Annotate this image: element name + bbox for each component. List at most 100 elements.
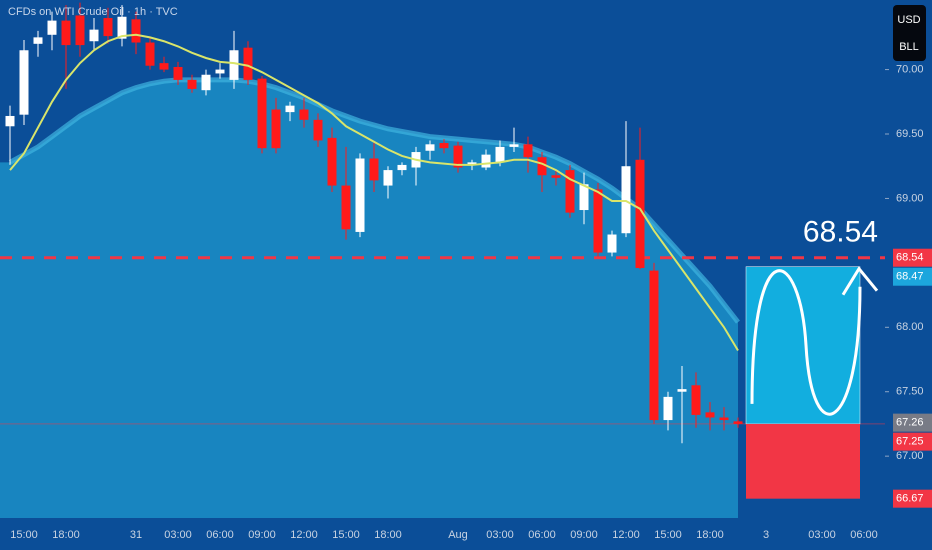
candle-body bbox=[215, 69, 225, 74]
price-label: 68.47 bbox=[896, 271, 924, 283]
x-tick-label: 12:00 bbox=[290, 529, 318, 541]
x-tick-label: 03:00 bbox=[486, 529, 514, 541]
candle-body bbox=[257, 78, 267, 149]
candle-body bbox=[47, 20, 57, 35]
candle-body bbox=[481, 154, 491, 168]
candle-body bbox=[663, 396, 673, 421]
x-tick-label: 31 bbox=[130, 529, 142, 541]
currency-box[interactable] bbox=[893, 5, 926, 61]
candle-body bbox=[103, 18, 113, 37]
y-tick-label: 68.00 bbox=[896, 321, 924, 333]
loss-zone bbox=[746, 423, 860, 499]
y-tick-label: 67.00 bbox=[896, 450, 924, 462]
band-line bbox=[8, 77, 740, 324]
y-tick-label: 69.50 bbox=[896, 128, 924, 140]
currency-label: BLL bbox=[899, 41, 919, 53]
chart-title: CFDs on WTI Crude Oil · 1h · TVC bbox=[8, 6, 178, 18]
price-label: 67.26 bbox=[896, 417, 924, 429]
x-tick-label: 15:00 bbox=[10, 529, 38, 541]
price-label: 68.54 bbox=[896, 252, 924, 264]
candle-body bbox=[467, 162, 477, 165]
candle-body bbox=[173, 67, 183, 80]
candle-body bbox=[89, 29, 99, 42]
x-tick-label: 18:00 bbox=[374, 529, 402, 541]
candle-body bbox=[677, 389, 687, 392]
candle-body bbox=[425, 144, 435, 151]
price-label-box bbox=[893, 432, 932, 451]
candle-body bbox=[453, 145, 463, 168]
x-tick-label: 09:00 bbox=[570, 529, 598, 541]
y-tick-label: 69.00 bbox=[896, 192, 924, 204]
x-tick-label: 15:00 bbox=[332, 529, 360, 541]
candle-body bbox=[551, 175, 561, 178]
candle-body bbox=[355, 158, 365, 232]
alert-annotation: 68.54 bbox=[803, 216, 878, 249]
candle-body bbox=[285, 105, 295, 113]
price-label-box bbox=[893, 267, 932, 286]
candle-body bbox=[75, 15, 85, 46]
price-label-box bbox=[893, 248, 932, 267]
price-label: 67.25 bbox=[896, 436, 924, 448]
x-tick-label: 03:00 bbox=[164, 529, 192, 541]
candle-body bbox=[649, 270, 659, 421]
price-label: 66.67 bbox=[896, 493, 924, 505]
candle-body bbox=[593, 189, 603, 253]
candle-body bbox=[131, 19, 141, 43]
candle-body bbox=[299, 109, 309, 120]
price-label-box bbox=[893, 489, 932, 508]
candle-body bbox=[607, 234, 617, 253]
x-tick-label: 06:00 bbox=[206, 529, 234, 541]
x-tick-label: 09:00 bbox=[248, 529, 276, 541]
x-tick-label: 12:00 bbox=[612, 529, 640, 541]
candle-body bbox=[243, 47, 253, 80]
candle-body bbox=[187, 79, 197, 89]
candle-body bbox=[621, 166, 631, 234]
candle-body bbox=[201, 74, 211, 91]
candle-body bbox=[19, 50, 29, 115]
candle-body bbox=[145, 42, 155, 66]
candle-body bbox=[33, 37, 43, 44]
candle-body bbox=[439, 143, 449, 149]
y-tick-label: 67.50 bbox=[896, 386, 924, 398]
candle-body bbox=[397, 164, 407, 171]
candle-body bbox=[705, 412, 715, 418]
candle-body bbox=[733, 421, 743, 424]
candle-body bbox=[495, 146, 505, 163]
candle-body bbox=[523, 144, 533, 158]
candle-body bbox=[691, 385, 701, 415]
candle-body bbox=[579, 184, 589, 211]
x-tick-label: 18:00 bbox=[696, 529, 724, 541]
candle-body bbox=[313, 119, 323, 141]
candle-body bbox=[383, 170, 393, 186]
candle-body bbox=[117, 16, 127, 39]
candle-body bbox=[509, 144, 519, 147]
candle-body bbox=[271, 109, 281, 149]
candle-body bbox=[341, 185, 351, 230]
x-tick-label: 18:00 bbox=[52, 529, 80, 541]
price-label-box bbox=[893, 413, 932, 432]
candle-body bbox=[565, 170, 575, 213]
candle-body bbox=[61, 20, 71, 46]
candle-body bbox=[327, 137, 337, 186]
x-tick-label: 03:00 bbox=[808, 529, 836, 541]
x-tick-label: Aug bbox=[448, 529, 468, 541]
forecast-arrow bbox=[841, 266, 879, 296]
candle-body bbox=[719, 417, 729, 421]
candle-body bbox=[5, 115, 15, 127]
x-tick-label: 06:00 bbox=[850, 529, 878, 541]
forecast-curve bbox=[750, 269, 862, 416]
candle-body bbox=[229, 50, 239, 80]
x-tick-label: 15:00 bbox=[654, 529, 682, 541]
x-tick-label: 3 bbox=[763, 529, 769, 541]
y-tick-label: 70.00 bbox=[896, 63, 924, 75]
candle-body bbox=[159, 63, 169, 70]
candle-body bbox=[369, 158, 379, 181]
band-area bbox=[0, 79, 738, 518]
ma-line bbox=[9, 33, 739, 352]
candle-body bbox=[635, 159, 645, 269]
x-tick-label: 06:00 bbox=[528, 529, 556, 541]
currency-label: USD bbox=[897, 14, 920, 26]
candle-body bbox=[537, 157, 547, 176]
